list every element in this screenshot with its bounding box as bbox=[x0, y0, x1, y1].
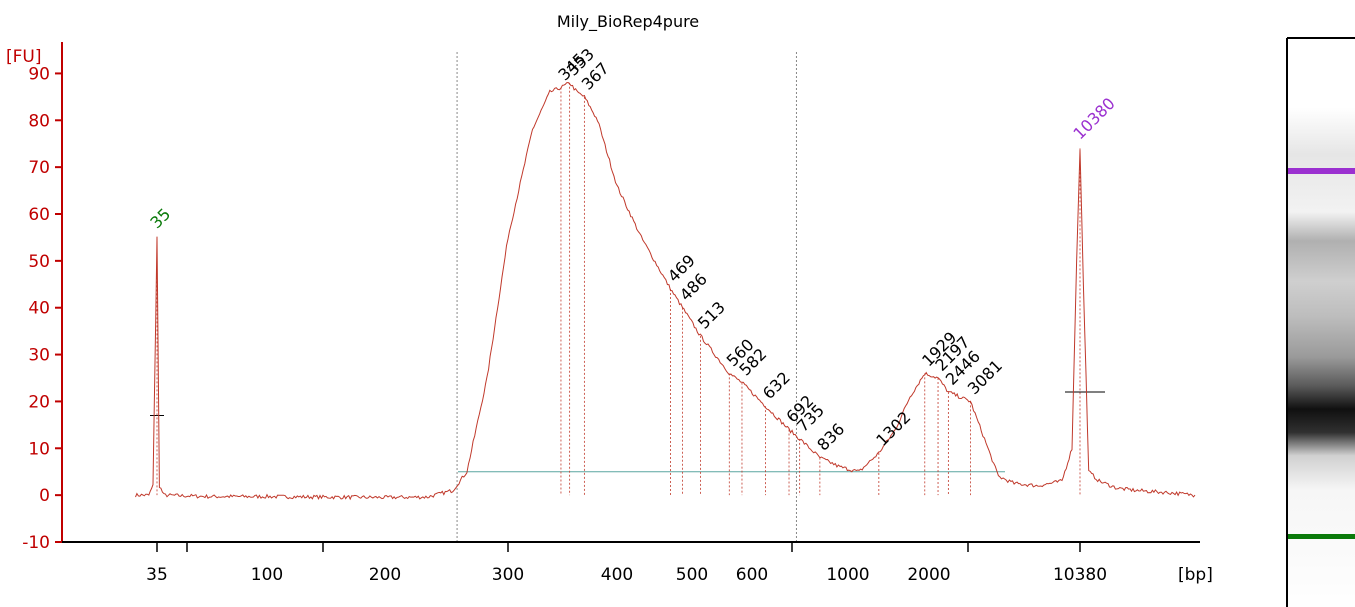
x-tick-label: 500 bbox=[676, 565, 708, 585]
x-tick-label: 1000 bbox=[826, 565, 869, 585]
x-axis-unit-label: [bp] bbox=[1178, 565, 1213, 585]
peak-label: 836 bbox=[813, 419, 848, 454]
y-tick-label: 10 bbox=[28, 439, 50, 459]
peak-label: 513 bbox=[694, 298, 729, 333]
marker-peak-label: 35 bbox=[146, 204, 174, 232]
x-tick-label: 10380 bbox=[1053, 565, 1107, 585]
electropherogram-trace bbox=[135, 81, 1196, 501]
marker-peak-label: 10380 bbox=[1069, 94, 1118, 143]
gel-lane-background bbox=[1287, 38, 1355, 607]
y-tick-label: -10 bbox=[22, 533, 50, 553]
region-layer bbox=[150, 52, 1105, 542]
y-tick-label: 80 bbox=[28, 111, 50, 131]
x-tick-label: 300 bbox=[492, 565, 524, 585]
x-tick-label: 400 bbox=[601, 565, 633, 585]
y-axis-label: [FU] bbox=[6, 47, 42, 67]
y-tick-label: 40 bbox=[28, 299, 50, 319]
peak-label: 1302 bbox=[872, 408, 914, 450]
y-tick-label: 60 bbox=[28, 205, 50, 225]
y-tick-label: 30 bbox=[28, 346, 50, 366]
y-tick-label: 90 bbox=[28, 64, 50, 84]
y-tick-label: 50 bbox=[28, 252, 50, 272]
gel-upper-marker-band bbox=[1288, 168, 1355, 174]
y-tick-label: 0 bbox=[39, 486, 50, 506]
trace-layer bbox=[135, 81, 1196, 501]
y-tick-label: 70 bbox=[28, 158, 50, 178]
x-tick-label: 100 bbox=[251, 565, 283, 585]
peak-label: 632 bbox=[759, 368, 794, 403]
x-tick-label: 35 bbox=[146, 565, 168, 585]
gel-lower-marker-band bbox=[1288, 534, 1355, 539]
gel-lane-image bbox=[1286, 37, 1355, 607]
x-tick-label: 600 bbox=[736, 565, 768, 585]
chart-title: Mily_BioRep4pure bbox=[557, 12, 699, 32]
y-tick-label: 20 bbox=[28, 392, 50, 412]
x-tick-label: 200 bbox=[369, 565, 401, 585]
x-tick-label: 2000 bbox=[907, 565, 950, 585]
